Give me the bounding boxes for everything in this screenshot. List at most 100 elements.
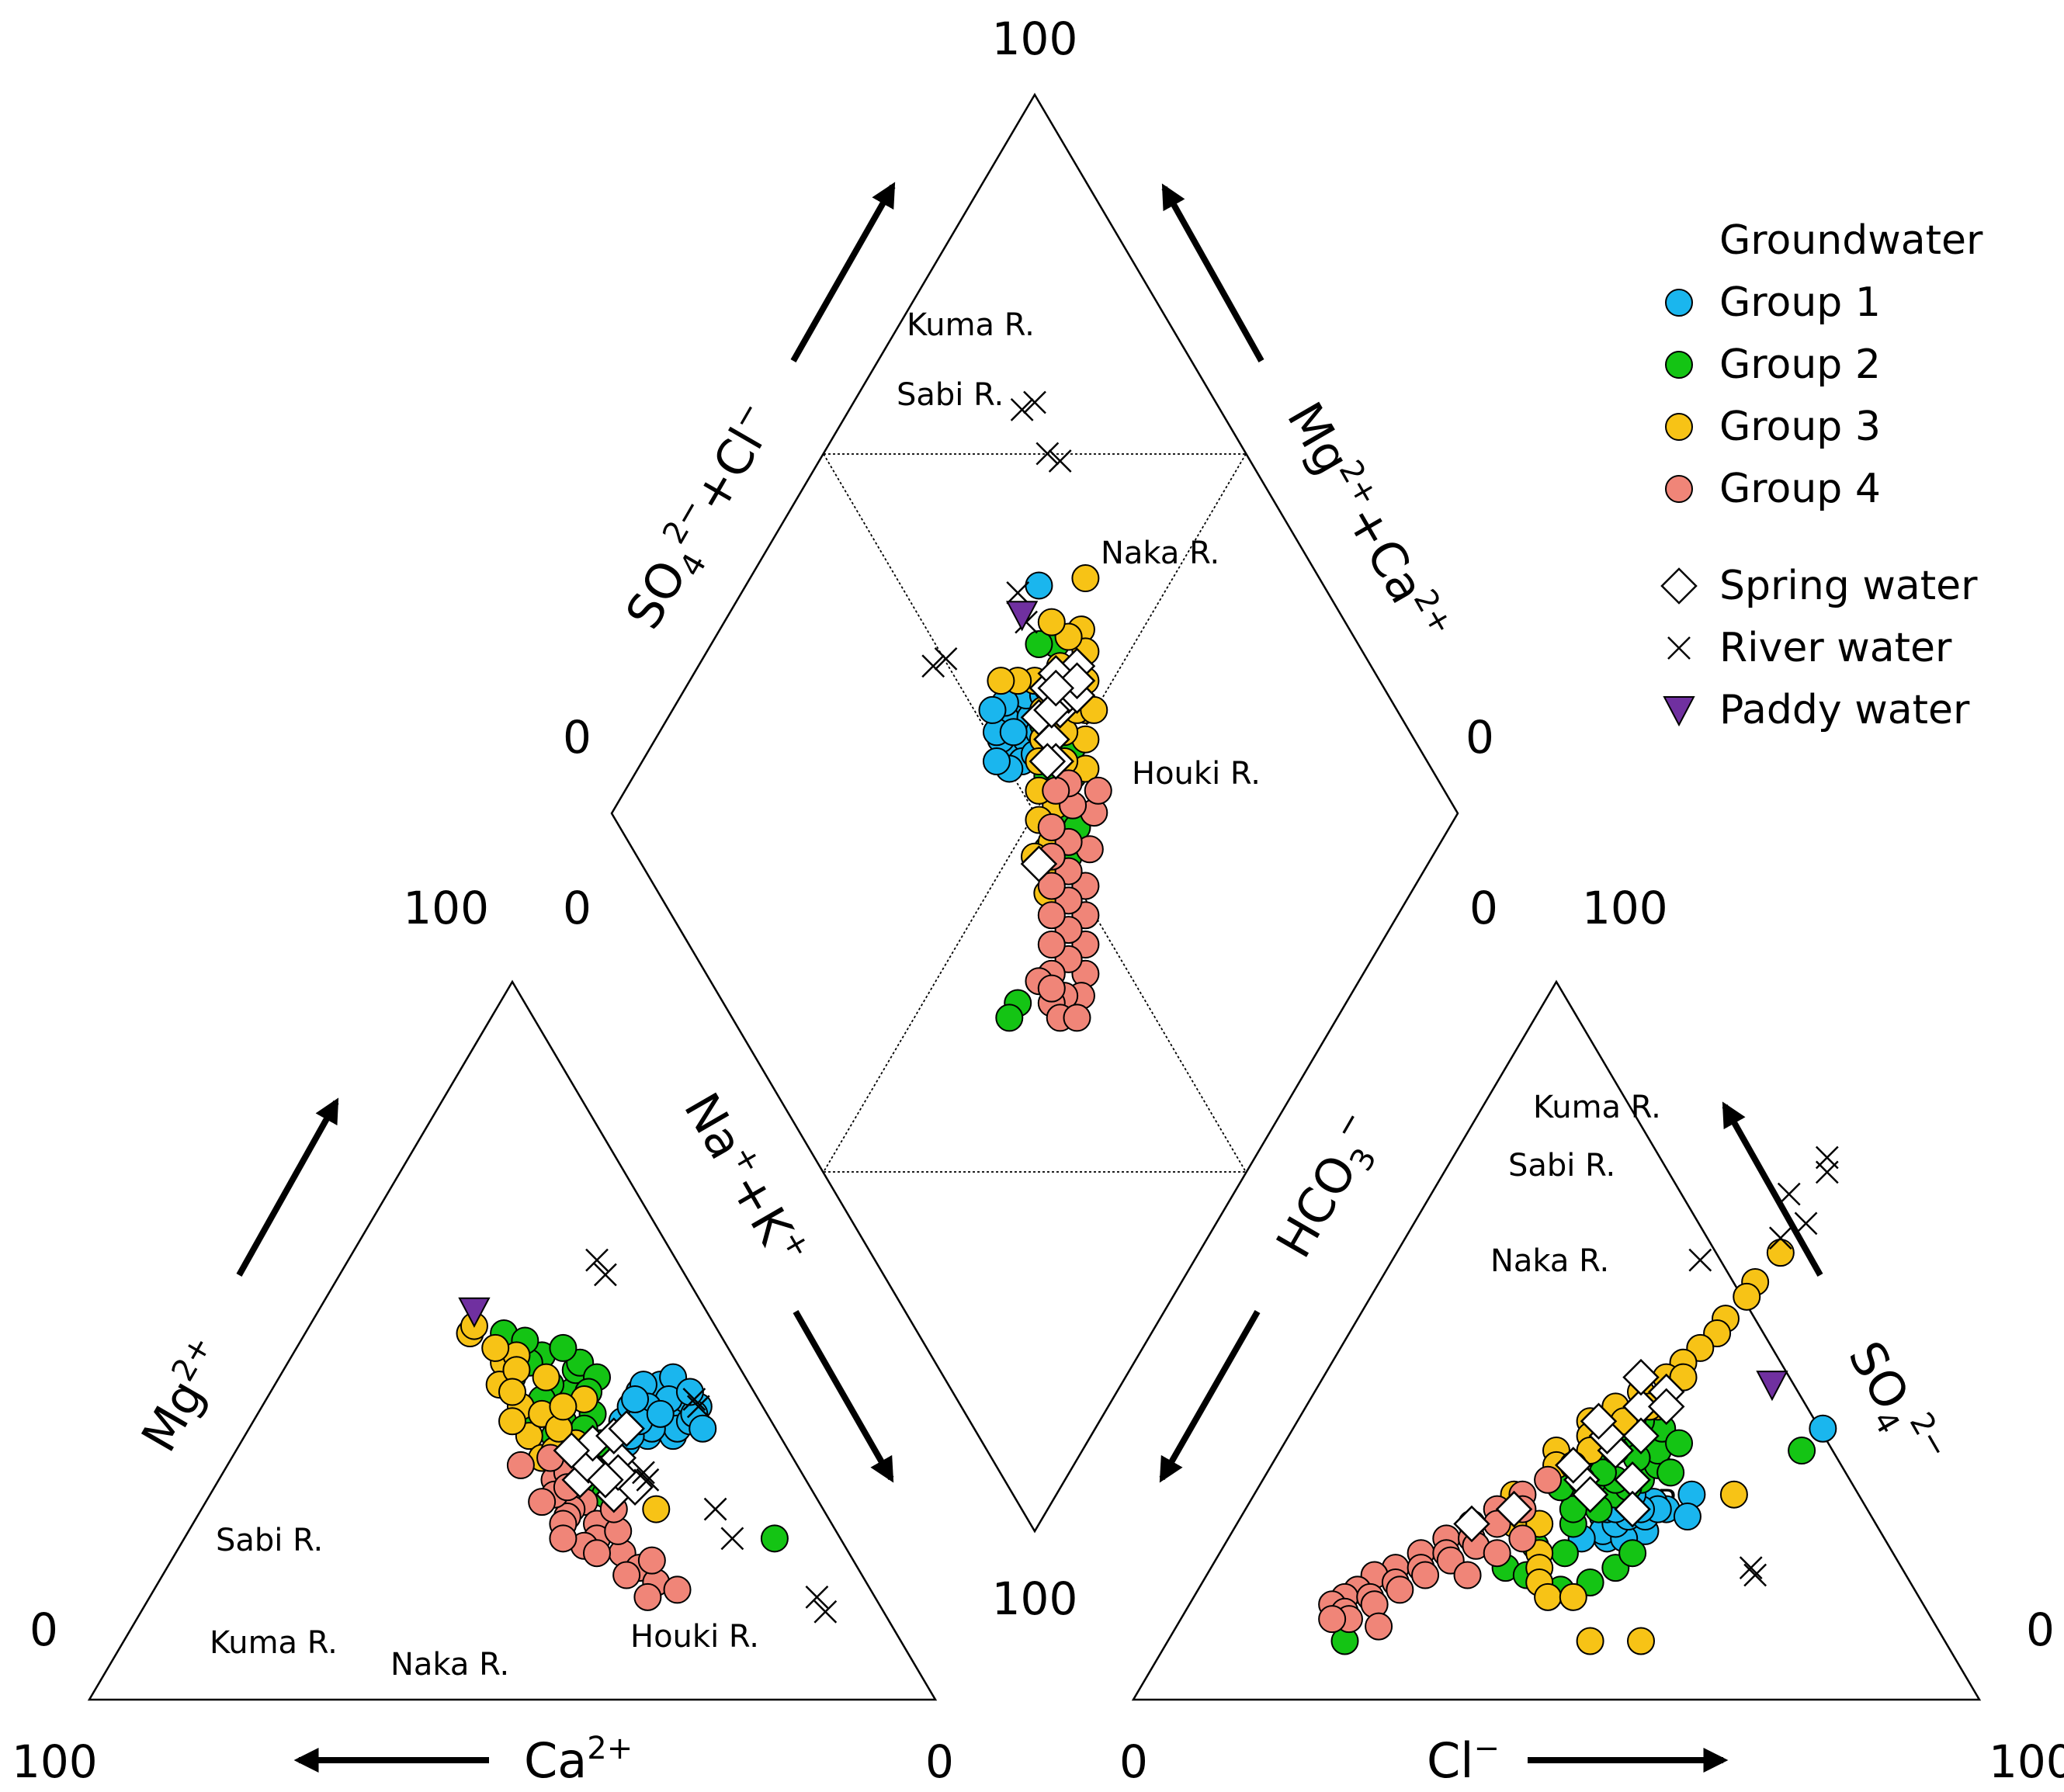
diamond-group-1-point: [982, 747, 1011, 776]
anion-spring-water-point: [1580, 1402, 1618, 1440]
axis-title-so4-cl: SO42−+Cl−: [612, 394, 793, 642]
anion-group-4-point: [1508, 1524, 1537, 1553]
legend-marker-spring-water: [1660, 567, 1698, 605]
legend-label-group-3: Group 3: [1719, 404, 1881, 450]
legend-marker-group-1: [1665, 289, 1693, 317]
anion-river-label-kuma: Kuma R.: [1533, 1090, 1661, 1125]
diamond-group-1-point: [1025, 571, 1053, 600]
tick-diamond-left-bottom: 0: [563, 882, 591, 934]
cation-group-1-point: [675, 1378, 704, 1406]
diamond-group-1-point: [999, 718, 1028, 747]
anion-river-water-point: [1815, 1160, 1839, 1184]
axis-title-ca: Ca2+: [524, 1731, 633, 1789]
cation-group-4-point: [549, 1524, 578, 1553]
anion-group-1-point: [1673, 1503, 1701, 1531]
tick-so4-top: 100: [1582, 882, 1668, 934]
cation-group-3-point: [498, 1378, 526, 1406]
river-annotations: Sabi R. Kuma R. Naka R. Houki R. Kuma R.…: [210, 307, 1688, 1683]
cation-river-water-point: [720, 1527, 744, 1551]
cation-group-4-point: [528, 1488, 557, 1516]
cation-river-label-sabi: Sabi R.: [216, 1523, 323, 1558]
cation-river-water-point: [682, 1388, 706, 1411]
anion-spring-water-point: [1453, 1505, 1490, 1543]
diamond-group-3-point: [1037, 608, 1066, 636]
axis-title-ca-base: Ca: [524, 1732, 587, 1789]
cation-group-3-point: [498, 1407, 526, 1436]
diamond-group-1-point: [978, 695, 1007, 724]
axis-title-mg-base: Mg: [130, 1371, 216, 1461]
cation-spring-water-point: [608, 1409, 645, 1447]
diamond-river-water-point: [1023, 390, 1046, 414]
diamond-river-water-point: [1010, 398, 1034, 421]
cation-river-label-naka: Naka R.: [390, 1647, 509, 1683]
cation-paddy-water-point: [458, 1297, 491, 1328]
legend-label-group-2: Group 2: [1719, 341, 1881, 388]
diamond-spring-water-point: [1020, 845, 1058, 882]
axis-arrows: [236, 182, 1823, 1773]
legend-marker-group-3: [1665, 413, 1693, 441]
cation-group-1-point: [689, 1414, 717, 1443]
anion-group-4-point: [1386, 1575, 1414, 1604]
tick-diamond-right-bottom: 0: [1469, 882, 1498, 934]
anion-spring-water-point: [1571, 1475, 1609, 1513]
cation-group-4-point: [583, 1539, 611, 1568]
cation-river-water-point: [585, 1248, 609, 1272]
legend-title: Groundwater: [1719, 217, 1983, 264]
anion-spring-water-point: [1495, 1490, 1533, 1528]
legend-marker-paddy-water: [1663, 696, 1695, 727]
mg-arrow: [236, 1097, 339, 1277]
anion-spring-water-point: [1622, 1358, 1660, 1396]
cation-group-2-point: [549, 1333, 578, 1362]
diamond-river-water-point: [1048, 449, 1072, 473]
legend-label-group-1: Group 1: [1719, 279, 1881, 326]
diamond-points: [921, 390, 1112, 1032]
anion-river-water-point: [1794, 1211, 1818, 1236]
axis-title-cl-base: Cl: [1427, 1732, 1474, 1789]
cation-group-3-point: [532, 1363, 560, 1392]
diamond-group-4-point: [1037, 931, 1066, 959]
anion-group-4-point: [1483, 1539, 1511, 1568]
anion-group-2-point: [1665, 1429, 1694, 1458]
diamond-spring-water-point: [1037, 669, 1075, 707]
legend-markers: [1660, 289, 1698, 727]
legend-marker-group-2: [1665, 351, 1693, 379]
diamond-group-4-point: [1037, 901, 1066, 930]
diamond-spring-water-point: [1029, 743, 1067, 780]
anion-river-water-point: [1688, 1248, 1712, 1272]
diamond-group-3-point: [987, 667, 1015, 695]
anion-group-4-point: [1534, 1465, 1563, 1494]
cation-group-4-point: [612, 1561, 641, 1589]
tick-diamond-top: 100: [992, 12, 1078, 65]
tick-diamond-right-top: 0: [1466, 711, 1494, 764]
anion-group-2-point: [1550, 1539, 1579, 1568]
so4-cl-arrow: [790, 182, 896, 362]
cation-river-water-point: [805, 1585, 829, 1609]
legend-labels: Group 1 Group 2 Group 3 Group 4 Spring w…: [1719, 279, 1978, 733]
axis-title-hco3: HCO3−: [1262, 1104, 1396, 1270]
diamond-river-label-houki: Houki R.: [1132, 756, 1261, 792]
anion-paddy-water-point: [1756, 1371, 1788, 1402]
anion-group-3-point: [1559, 1582, 1587, 1611]
mg-ca-arrow: [1161, 183, 1264, 362]
legend-label-group-4: Group 4: [1719, 466, 1881, 512]
axis-title-hco3-sup: −: [1326, 1104, 1370, 1145]
anion-group-4-point: [1365, 1612, 1393, 1641]
cation-river-water-point: [594, 1263, 617, 1287]
diamond-group-4-point: [1037, 813, 1066, 841]
axis-title-cl: Cl−: [1427, 1731, 1500, 1789]
axis-title-so4-sup: 2−: [1903, 1406, 1956, 1464]
anion-river-label-sabi: Sabi R.: [1508, 1148, 1615, 1184]
diamond-group-2-point: [995, 1003, 1024, 1032]
cation-group-4-point: [633, 1582, 662, 1611]
anion-group-2-point: [1656, 1458, 1685, 1487]
legend: Groundwater Group 1 Group 2 Group 3 Grou…: [1660, 217, 1983, 733]
anion-group-3-point: [1766, 1239, 1795, 1267]
diamond-group-4-point: [1037, 872, 1066, 900]
tick-diamond-bottom: 100: [992, 1572, 1078, 1625]
cation-group-3-point: [549, 1392, 578, 1421]
anion-river-water-point: [1768, 1226, 1792, 1250]
diamond-river-water-point: [921, 654, 945, 678]
cation-group-3-point: [642, 1495, 671, 1523]
diamond-group-4-point: [1084, 776, 1112, 805]
anion-group-4-point: [1453, 1561, 1482, 1589]
